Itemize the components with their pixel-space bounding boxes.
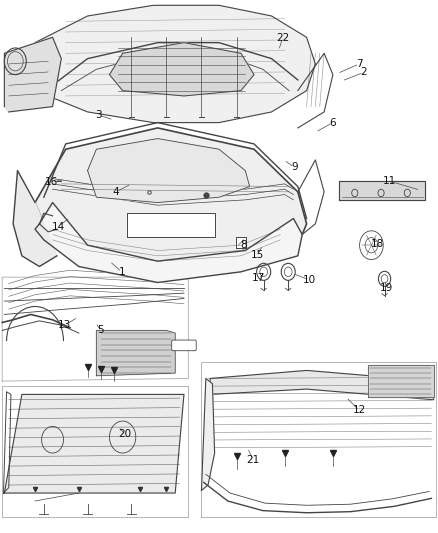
Polygon shape — [96, 330, 175, 376]
Text: 10: 10 — [303, 275, 316, 285]
Text: 18: 18 — [371, 239, 384, 248]
Polygon shape — [35, 128, 307, 266]
Text: 12: 12 — [353, 406, 366, 415]
Text: 6: 6 — [329, 118, 336, 127]
Text: 8: 8 — [240, 240, 247, 250]
Text: 16: 16 — [45, 177, 58, 187]
Polygon shape — [206, 370, 434, 453]
Polygon shape — [368, 365, 434, 397]
Text: 3: 3 — [95, 110, 102, 120]
Polygon shape — [88, 139, 250, 203]
Polygon shape — [13, 171, 57, 266]
Polygon shape — [201, 362, 436, 517]
Text: 19: 19 — [380, 283, 393, 293]
Text: 15: 15 — [251, 250, 264, 260]
Text: 5: 5 — [97, 326, 104, 335]
Text: 1: 1 — [118, 267, 125, 277]
Text: 21: 21 — [247, 455, 260, 465]
Polygon shape — [201, 378, 215, 490]
Polygon shape — [110, 43, 254, 96]
Polygon shape — [35, 203, 302, 282]
Text: 4: 4 — [113, 187, 120, 197]
Text: 17: 17 — [252, 273, 265, 283]
Text: 11: 11 — [383, 176, 396, 186]
Text: 2: 2 — [360, 68, 367, 77]
Polygon shape — [4, 394, 184, 493]
Polygon shape — [236, 237, 246, 248]
Text: 9: 9 — [291, 163, 298, 172]
Text: 22: 22 — [276, 34, 289, 43]
Polygon shape — [4, 37, 61, 112]
Text: 20: 20 — [118, 430, 131, 439]
Text: 7: 7 — [356, 59, 363, 69]
Text: 13: 13 — [58, 320, 71, 330]
Polygon shape — [9, 5, 315, 123]
Text: 14: 14 — [52, 222, 65, 231]
Polygon shape — [127, 213, 215, 237]
Polygon shape — [339, 181, 425, 200]
Polygon shape — [2, 386, 188, 517]
FancyBboxPatch shape — [172, 340, 196, 351]
Polygon shape — [2, 277, 188, 381]
